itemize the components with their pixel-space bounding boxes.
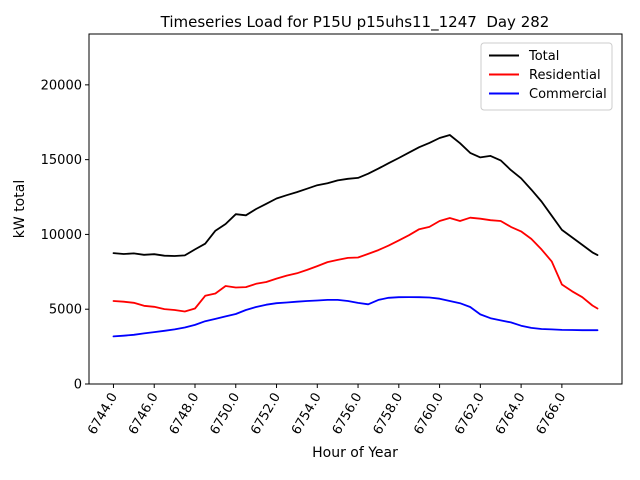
x-tick-label: 6750.0 [207, 391, 243, 438]
legend-label-total: Total [528, 49, 559, 64]
x-tick-label: 6754.0 [289, 391, 325, 438]
y-tick-label: 0 [74, 378, 82, 393]
x-tick-label: 6748.0 [167, 391, 203, 438]
x-tick-label: 6760.0 [411, 391, 447, 438]
legend-label-commercial: Commercial [529, 87, 607, 102]
y-tick-label: 15000 [41, 153, 82, 168]
series-line-total [112, 134, 599, 257]
x-tick-label: 6746.0 [126, 391, 162, 438]
chart-title: Timeseries Load for P15U p15uhs11_1247 D… [160, 13, 550, 32]
x-tick-label: 6766.0 [534, 391, 570, 438]
y-tick-label: 20000 [41, 78, 82, 93]
y-tick-label: 10000 [41, 228, 82, 243]
series-line-residential [112, 216, 599, 313]
y-axis-label: kW total [12, 180, 28, 238]
x-axis-label: Hour of Year [312, 445, 398, 461]
x-axis-ticks: 6744.0 6746.0 6748.0 6750.0 6752.0 6754.0 6756… [85, 384, 569, 437]
legend: Total Residential Commercial [480, 42, 613, 111]
series-line-commercial [112, 296, 599, 338]
series-lines [112, 134, 599, 338]
x-tick-label: 6758.0 [371, 391, 407, 438]
x-tick-label: 6744.0 [85, 391, 121, 438]
x-tick-label: 6752.0 [248, 391, 284, 438]
legend-label-residential: Residential [529, 68, 601, 83]
x-tick-label: 6756.0 [330, 391, 366, 438]
x-tick-label: 6764.0 [493, 391, 529, 438]
y-tick-label: 5000 [49, 303, 82, 318]
y-axis-ticks: 0 5000 10000 15000 20000 [41, 78, 89, 393]
x-tick-label: 6762.0 [452, 391, 488, 438]
